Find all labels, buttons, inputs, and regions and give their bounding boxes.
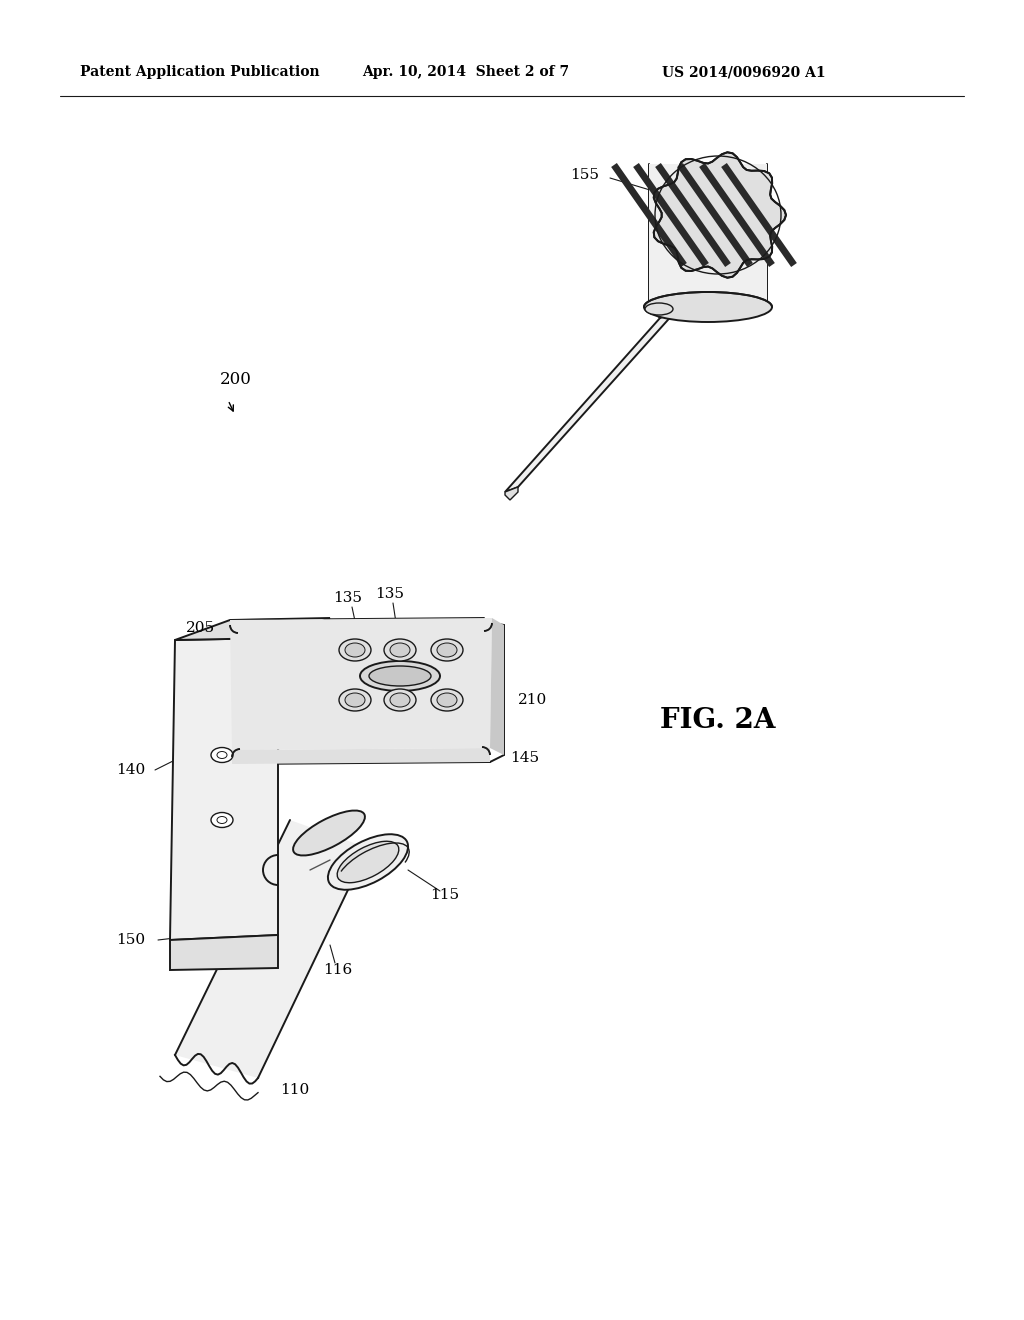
Ellipse shape [437, 643, 457, 657]
Polygon shape [170, 638, 278, 940]
Ellipse shape [390, 643, 410, 657]
Text: 115: 115 [430, 888, 460, 902]
Ellipse shape [360, 661, 440, 690]
Ellipse shape [345, 643, 365, 657]
Ellipse shape [437, 693, 457, 708]
Text: 116: 116 [324, 964, 352, 977]
Ellipse shape [211, 747, 233, 763]
Polygon shape [505, 487, 518, 500]
Ellipse shape [431, 689, 463, 711]
Text: 135: 135 [376, 587, 404, 601]
Text: Apr. 10, 2014  Sheet 2 of 7: Apr. 10, 2014 Sheet 2 of 7 [362, 65, 569, 79]
Ellipse shape [644, 292, 772, 322]
Ellipse shape [369, 667, 431, 686]
Polygon shape [175, 618, 330, 640]
Text: FIG. 2A: FIG. 2A [660, 706, 775, 734]
Ellipse shape [337, 841, 398, 883]
Text: 155: 155 [570, 168, 599, 182]
Text: 110: 110 [281, 1082, 309, 1097]
Ellipse shape [328, 834, 409, 890]
Text: 200: 200 [220, 371, 252, 388]
Text: 135: 135 [263, 673, 293, 686]
Text: 145: 145 [510, 751, 539, 766]
Text: 150: 150 [116, 933, 145, 946]
Polygon shape [175, 820, 368, 1078]
Text: 140: 140 [116, 763, 145, 777]
Polygon shape [230, 618, 492, 750]
Polygon shape [649, 164, 767, 308]
Text: 205: 205 [186, 620, 215, 635]
Ellipse shape [345, 693, 365, 708]
Text: Patent Application Publication: Patent Application Publication [80, 65, 319, 79]
Ellipse shape [339, 639, 371, 661]
Text: 210: 210 [518, 693, 547, 708]
Text: 135: 135 [334, 591, 362, 605]
Polygon shape [653, 152, 786, 277]
Polygon shape [170, 935, 278, 970]
Ellipse shape [339, 689, 371, 711]
Ellipse shape [293, 810, 365, 855]
Text: US 2014/0096920 A1: US 2014/0096920 A1 [662, 65, 825, 79]
Ellipse shape [384, 639, 416, 661]
Polygon shape [232, 748, 490, 764]
Ellipse shape [645, 304, 673, 315]
Ellipse shape [384, 689, 416, 711]
Ellipse shape [390, 693, 410, 708]
Polygon shape [490, 618, 504, 755]
Ellipse shape [211, 813, 233, 828]
Polygon shape [505, 312, 675, 492]
Ellipse shape [431, 639, 463, 661]
